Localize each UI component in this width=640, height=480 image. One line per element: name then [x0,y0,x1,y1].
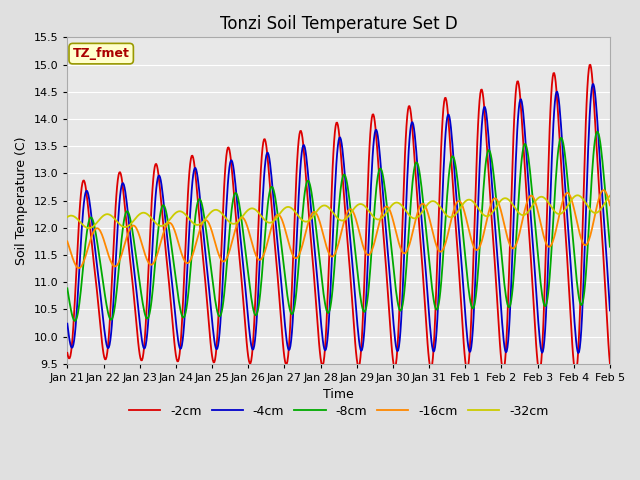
-4cm [556,112,564,118]
-16cm [75,265,83,271]
-8cm [207,263,214,268]
-2cm [383,276,390,281]
Line: -4cm: -4cm [67,84,610,353]
Line: -8cm: -8cm [67,132,610,321]
-2cm [606,361,614,367]
-32cm [384,208,392,214]
-4cm [575,350,582,356]
-32cm [437,205,445,211]
-32cm [606,193,614,199]
-2cm [63,350,71,356]
-8cm [183,300,191,306]
-8cm [606,244,614,250]
-2cm [206,331,214,337]
-16cm [384,204,392,210]
Y-axis label: Soil Temperature (C): Soil Temperature (C) [15,136,28,265]
X-axis label: Time: Time [323,388,354,401]
-8cm [384,210,392,216]
-16cm [63,239,71,244]
-32cm [207,210,214,216]
-2cm [586,62,594,68]
-32cm [183,214,191,219]
Line: -2cm: -2cm [67,65,610,372]
-2cm [556,147,564,153]
-16cm [331,251,339,257]
-16cm [183,260,191,266]
-16cm [557,205,564,211]
Text: TZ_fmet: TZ_fmet [73,47,130,60]
-4cm [63,321,71,326]
-16cm [599,187,607,193]
-16cm [207,224,214,230]
-32cm [63,214,71,220]
-4cm [589,81,597,87]
-8cm [331,259,339,264]
-32cm [331,212,339,218]
-8cm [437,280,445,286]
Line: -32cm: -32cm [67,195,610,228]
-4cm [383,238,390,243]
-16cm [606,203,614,208]
-16cm [437,249,445,254]
-2cm [572,370,579,375]
Line: -16cm: -16cm [67,190,610,268]
-4cm [436,248,444,253]
-8cm [593,129,601,134]
-4cm [182,284,190,289]
-2cm [436,165,444,170]
-32cm [557,211,564,216]
-8cm [71,318,79,324]
-32cm [573,192,581,198]
Title: Tonzi Soil Temperature Set D: Tonzi Soil Temperature Set D [220,15,458,33]
-4cm [330,204,338,210]
-4cm [606,308,614,313]
-8cm [63,286,71,291]
-2cm [330,139,338,144]
-32cm [85,225,93,231]
-2cm [182,222,190,228]
Legend: -2cm, -4cm, -8cm, -16cm, -32cm: -2cm, -4cm, -8cm, -16cm, -32cm [124,400,554,423]
-8cm [557,135,564,141]
-4cm [206,293,214,299]
